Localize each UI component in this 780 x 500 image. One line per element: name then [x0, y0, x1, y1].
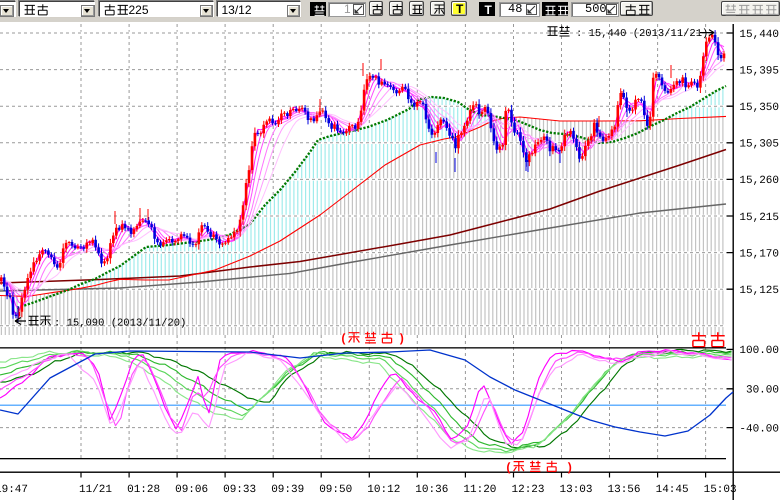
svg-text:19:47: 19:47 [0, 484, 28, 496]
svg-text:15,350: 15,350 [739, 102, 779, 114]
svg-text:15:03: 15:03 [704, 484, 737, 496]
svg-text:(: ( [505, 461, 512, 475]
svg-text:30.00: 30.00 [746, 385, 779, 397]
svg-text:09:06: 09:06 [175, 484, 208, 496]
svg-text:10:12: 10:12 [367, 484, 400, 496]
svg-text:: 15,090 (2013/11/20): : 15,090 (2013/11/20) [54, 318, 186, 330]
svg-text:15,395: 15,395 [739, 65, 779, 77]
svg-text:): ) [566, 461, 573, 475]
svg-text:15,305: 15,305 [739, 139, 779, 151]
svg-text:09:50: 09:50 [319, 484, 352, 496]
svg-text:13:56: 13:56 [608, 484, 641, 496]
svg-text:15,215: 15,215 [739, 212, 779, 224]
svg-text:): ) [398, 332, 405, 346]
svg-text:15,260: 15,260 [739, 175, 779, 187]
svg-text:01:28: 01:28 [127, 484, 160, 496]
svg-text:-40.00: -40.00 [739, 423, 779, 435]
svg-text:14:45: 14:45 [656, 484, 689, 496]
svg-text:100.00: 100.00 [739, 345, 779, 357]
svg-text:15,125: 15,125 [739, 285, 779, 297]
svg-text:09:39: 09:39 [271, 484, 304, 496]
svg-text:11/21: 11/21 [79, 484, 112, 496]
svg-text:15,170: 15,170 [739, 248, 779, 260]
svg-text:: 15,440 (2013/11/21): : 15,440 (2013/11/21) [576, 28, 708, 40]
svg-text:11:20: 11:20 [463, 484, 496, 496]
svg-text:09:33: 09:33 [223, 484, 256, 496]
svg-text:15,440: 15,440 [739, 29, 779, 41]
svg-text:(: ( [340, 332, 347, 346]
svg-text:13:03: 13:03 [560, 484, 593, 496]
svg-text:12:23: 12:23 [512, 484, 545, 496]
svg-text:10:36: 10:36 [415, 484, 448, 496]
